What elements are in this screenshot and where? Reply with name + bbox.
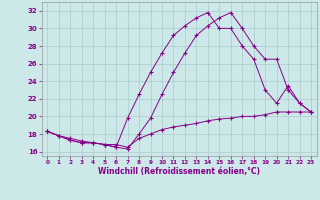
X-axis label: Windchill (Refroidissement éolien,°C): Windchill (Refroidissement éolien,°C) bbox=[98, 167, 260, 176]
